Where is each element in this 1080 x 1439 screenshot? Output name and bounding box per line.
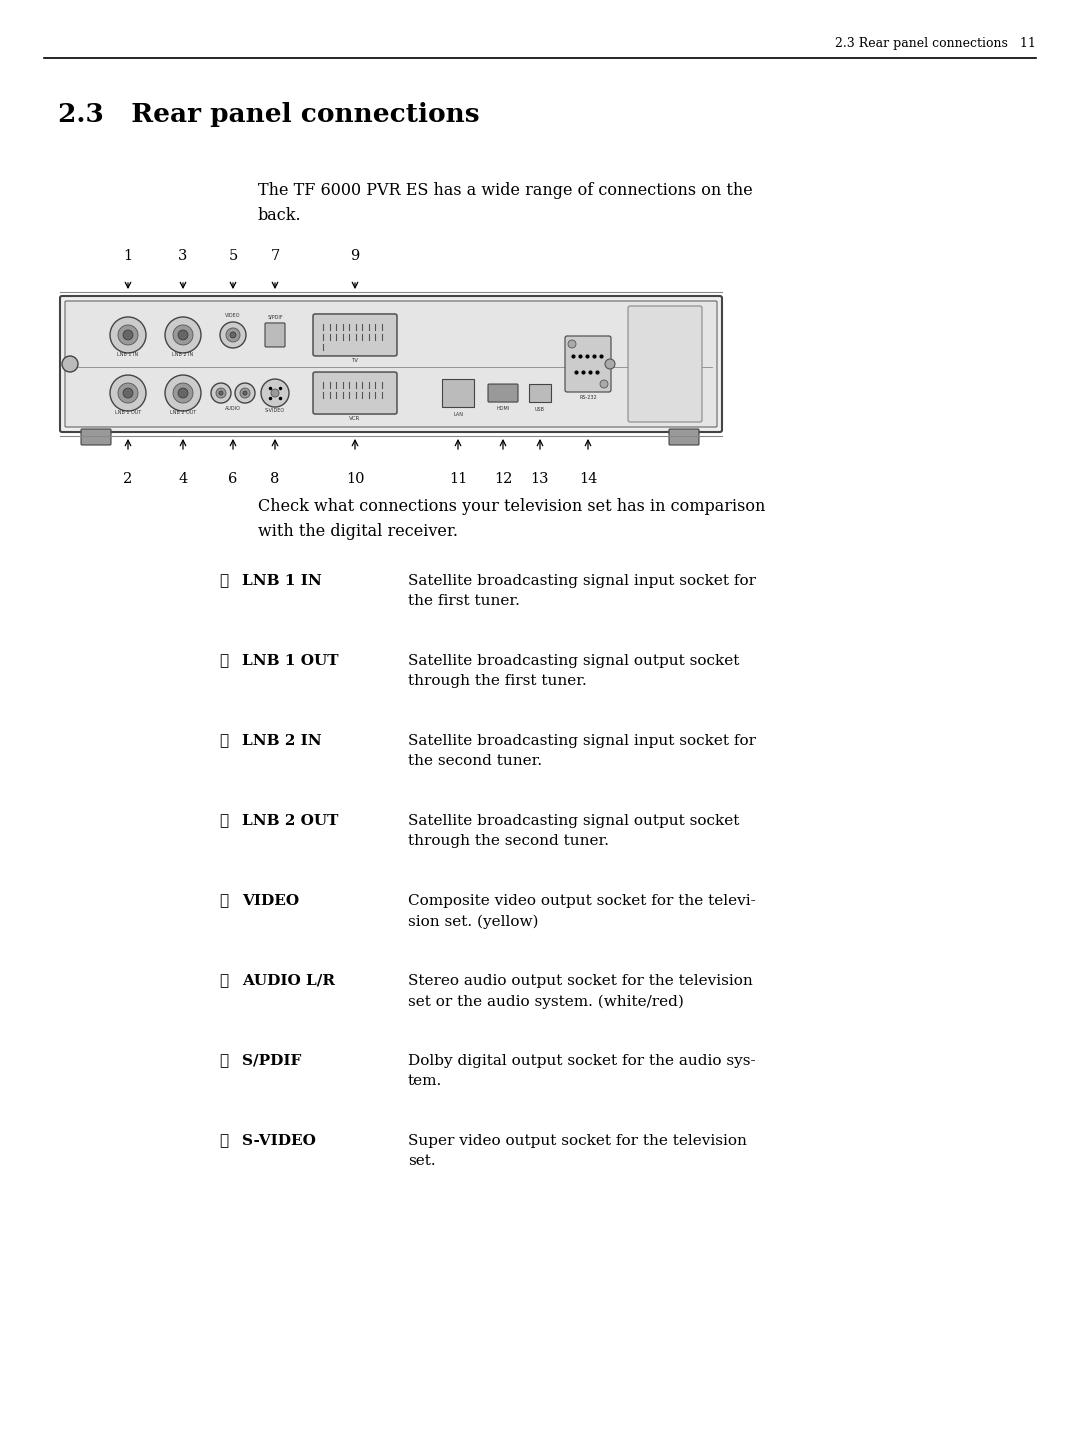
Circle shape	[271, 389, 279, 397]
Text: LNB 1 IN: LNB 1 IN	[118, 353, 138, 357]
Circle shape	[216, 389, 226, 399]
Text: 2: 2	[123, 472, 133, 486]
Circle shape	[165, 376, 201, 412]
Text: Satellite broadcasting signal output socket
through the second tuner.: Satellite broadcasting signal output soc…	[408, 814, 740, 848]
Text: ①: ①	[219, 574, 228, 589]
Text: LNB 1 IN: LNB 1 IN	[242, 574, 322, 589]
Text: ⑥: ⑥	[219, 974, 228, 989]
Text: 1: 1	[123, 249, 133, 263]
FancyBboxPatch shape	[565, 335, 611, 391]
Text: 8: 8	[270, 472, 280, 486]
Text: S-VIDEO: S-VIDEO	[242, 1134, 315, 1148]
Text: LNB 2 IN: LNB 2 IN	[242, 734, 322, 748]
FancyBboxPatch shape	[313, 373, 397, 414]
Text: LNB 2 OUT: LNB 2 OUT	[242, 814, 338, 827]
FancyBboxPatch shape	[488, 384, 518, 401]
Text: LNB 2 OUT: LNB 2 OUT	[170, 410, 197, 414]
Text: ②: ②	[219, 653, 228, 668]
Text: USB: USB	[535, 407, 545, 412]
FancyBboxPatch shape	[313, 314, 397, 355]
Circle shape	[240, 389, 249, 399]
Circle shape	[118, 383, 138, 403]
Text: LAN: LAN	[453, 412, 463, 417]
Text: 3: 3	[178, 249, 188, 263]
Text: Composite video output socket for the televi-
sion set. (yellow): Composite video output socket for the te…	[408, 894, 756, 928]
FancyBboxPatch shape	[627, 307, 702, 422]
FancyBboxPatch shape	[265, 322, 285, 347]
Text: VCR: VCR	[349, 416, 361, 422]
Text: S/PDIF: S/PDIF	[267, 315, 283, 319]
Circle shape	[178, 330, 188, 340]
Circle shape	[243, 391, 247, 396]
FancyBboxPatch shape	[442, 378, 474, 407]
Text: Dolby digital output socket for the audio sys-
tem.: Dolby digital output socket for the audi…	[408, 1053, 756, 1088]
Text: 13: 13	[530, 472, 550, 486]
Text: 7: 7	[270, 249, 280, 263]
FancyBboxPatch shape	[669, 429, 699, 445]
Text: ④: ④	[219, 814, 228, 827]
FancyBboxPatch shape	[65, 301, 717, 427]
Text: 9: 9	[350, 249, 360, 263]
Text: S/PDIF: S/PDIF	[242, 1053, 301, 1068]
Text: 4: 4	[178, 472, 188, 486]
FancyBboxPatch shape	[60, 296, 723, 432]
Circle shape	[178, 389, 188, 399]
Circle shape	[165, 317, 201, 353]
Text: AUDIO: AUDIO	[225, 406, 241, 412]
Text: LNB 2 IN: LNB 2 IN	[173, 353, 193, 357]
Text: 5: 5	[228, 249, 238, 263]
Circle shape	[261, 378, 289, 407]
Text: AUDIO L/R: AUDIO L/R	[242, 974, 335, 989]
Text: Super video output socket for the television
set.: Super video output socket for the televi…	[408, 1134, 747, 1168]
Circle shape	[600, 380, 608, 389]
Text: 2.3 Rear panel connections   11: 2.3 Rear panel connections 11	[835, 37, 1036, 50]
Text: LNB 1 OUT: LNB 1 OUT	[114, 410, 141, 414]
Text: 14: 14	[579, 472, 597, 486]
Text: HDMI: HDMI	[497, 406, 510, 412]
Circle shape	[62, 355, 78, 373]
FancyBboxPatch shape	[81, 429, 111, 445]
Text: LNB 1 OUT: LNB 1 OUT	[242, 653, 338, 668]
Text: Stereo audio output socket for the television
set or the audio system. (white/re: Stereo audio output socket for the telev…	[408, 974, 753, 1009]
Circle shape	[123, 330, 133, 340]
Text: 11: 11	[449, 472, 468, 486]
Text: The TF 6000 PVR ES has a wide range of connections on the
back.: The TF 6000 PVR ES has a wide range of c…	[258, 181, 753, 224]
Text: ③: ③	[219, 734, 228, 748]
Circle shape	[226, 328, 240, 342]
Circle shape	[230, 332, 237, 338]
Circle shape	[118, 325, 138, 345]
Text: Check what connections your television set has in comparison
with the digital re: Check what connections your television s…	[258, 498, 766, 541]
Circle shape	[605, 358, 615, 368]
Circle shape	[173, 325, 193, 345]
Text: Satellite broadcasting signal input socket for
the first tuner.: Satellite broadcasting signal input sock…	[408, 574, 756, 609]
Circle shape	[219, 391, 222, 396]
Text: Satellite broadcasting signal output socket
through the first tuner.: Satellite broadcasting signal output soc…	[408, 653, 740, 688]
Circle shape	[220, 322, 246, 348]
Text: 12: 12	[494, 472, 512, 486]
Text: Satellite broadcasting signal input socket for
the second tuner.: Satellite broadcasting signal input sock…	[408, 734, 756, 768]
Circle shape	[211, 383, 231, 403]
Text: TV: TV	[351, 358, 359, 363]
Text: 2.3   Rear panel connections: 2.3 Rear panel connections	[58, 102, 480, 127]
Text: 10: 10	[346, 472, 364, 486]
Text: RS-232: RS-232	[579, 394, 597, 400]
Text: 6: 6	[228, 472, 238, 486]
Circle shape	[235, 383, 255, 403]
Circle shape	[123, 389, 133, 399]
Text: S-VIDEO: S-VIDEO	[265, 409, 285, 413]
Circle shape	[110, 317, 146, 353]
Circle shape	[568, 340, 576, 348]
Text: ⑦: ⑦	[219, 1053, 228, 1068]
Text: ⑤: ⑤	[219, 894, 228, 908]
Circle shape	[110, 376, 146, 412]
Text: VIDEO: VIDEO	[226, 312, 241, 318]
Text: ⑧: ⑧	[219, 1134, 228, 1148]
Text: VIDEO: VIDEO	[242, 894, 299, 908]
FancyBboxPatch shape	[529, 384, 551, 401]
Circle shape	[173, 383, 193, 403]
